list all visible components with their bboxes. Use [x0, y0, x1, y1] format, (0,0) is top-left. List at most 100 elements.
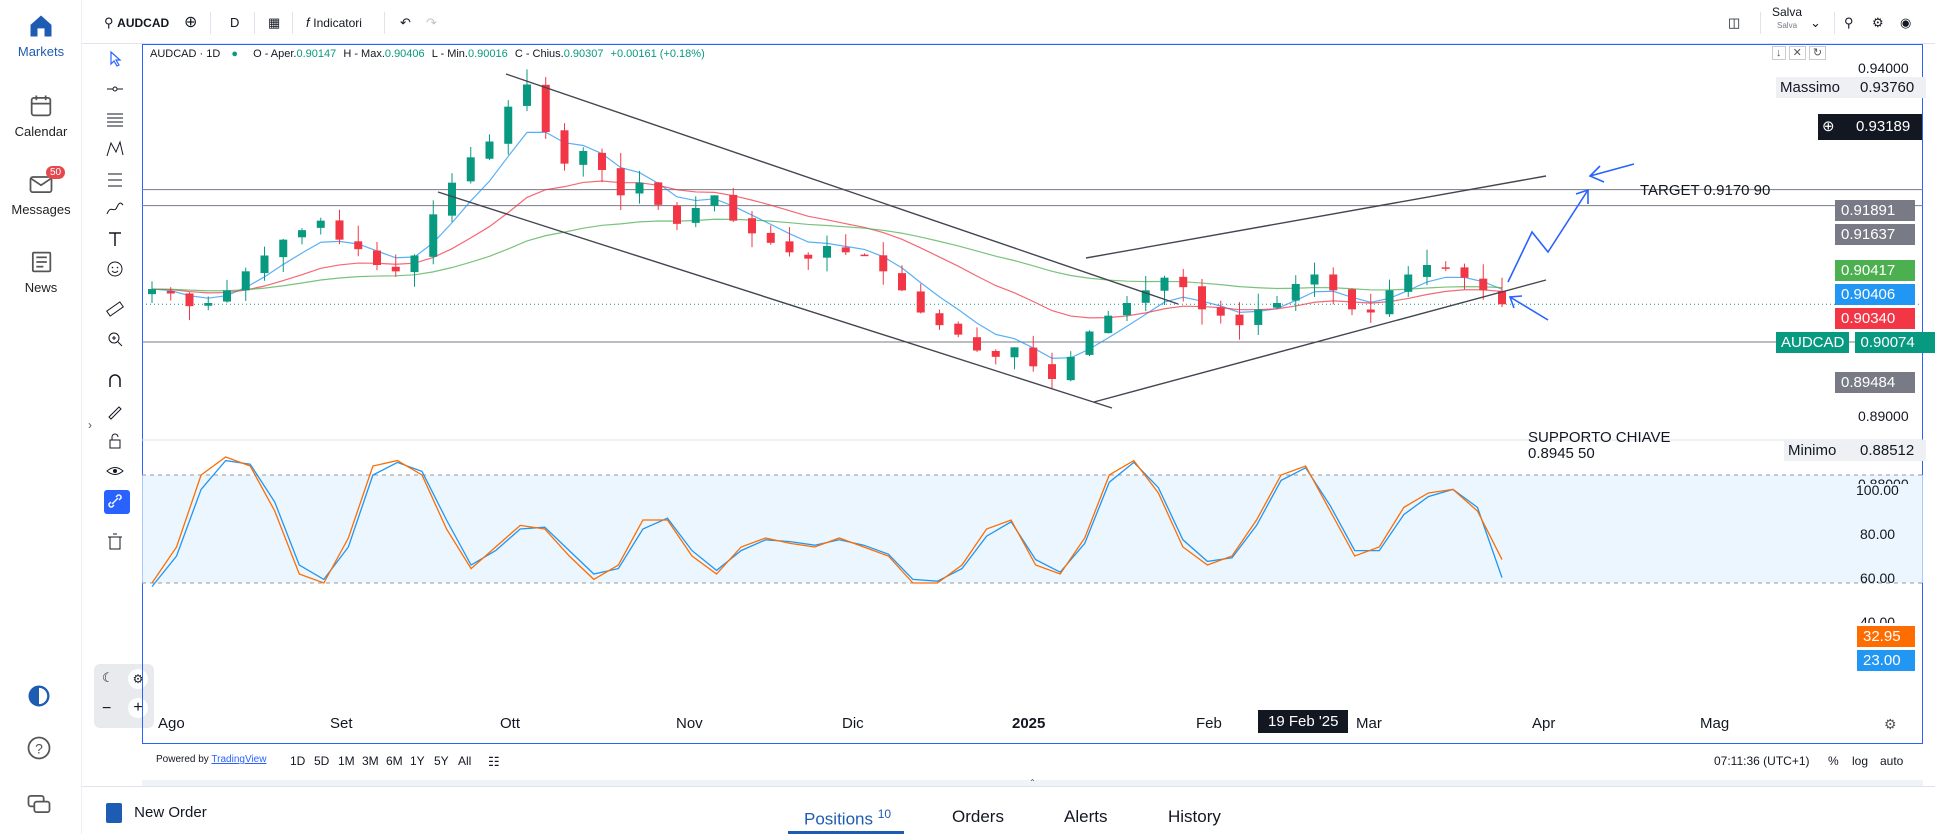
range-1y[interactable]: 1Y	[410, 754, 425, 768]
candle-body	[1216, 307, 1225, 316]
powered-by-label: Powered by	[156, 754, 209, 765]
magnet-icon[interactable]	[104, 370, 130, 394]
candles-icon[interactable]: ▦	[268, 15, 281, 30]
target-arrow	[1589, 163, 1635, 177]
nav-markets[interactable]: Markets	[0, 12, 82, 59]
camera-icon[interactable]: ◉	[1900, 15, 1912, 30]
help-icon[interactable]: ?	[25, 734, 53, 762]
candle-body	[860, 254, 869, 257]
interval-button[interactable]: D	[230, 15, 240, 30]
lock-icon[interactable]	[104, 430, 130, 454]
symbol-search[interactable]: ⚲ AUDCAD	[104, 12, 169, 34]
trash-icon[interactable]	[104, 530, 130, 554]
zoom-in-icon[interactable]	[104, 328, 130, 352]
chat-icon[interactable]	[25, 790, 53, 818]
candle-body	[916, 291, 925, 313]
range-5d[interactable]: 5D	[314, 754, 330, 768]
news-icon	[31, 251, 52, 273]
emoji-icon[interactable]	[104, 258, 130, 282]
moon-icon[interactable]: ☾	[102, 670, 114, 685]
range-6m[interactable]: 6M	[386, 754, 403, 768]
theme-icon[interactable]	[25, 682, 53, 710]
tab-history[interactable]: History	[1168, 807, 1221, 826]
percent-toggle[interactable]: %	[1828, 754, 1839, 768]
nav-calendar[interactable]: Calendar	[0, 92, 82, 139]
collapse-tools-icon[interactable]: ›	[88, 418, 92, 432]
maximize-icon[interactable]: ✕	[1788, 46, 1806, 60]
zoom-in-button[interactable]: +	[128, 698, 148, 718]
candle-body	[448, 182, 456, 216]
range-1d[interactable]: 1D	[290, 754, 306, 768]
ma-green-tag: 0.90417	[1835, 260, 1915, 281]
candle-body	[223, 290, 231, 302]
range-5y[interactable]: 5Y	[434, 754, 449, 768]
sun-icon[interactable]: ⚙	[128, 669, 148, 689]
save-dropdown-icon[interactable]: ⌄	[1810, 15, 1821, 30]
candle-body	[1066, 356, 1075, 381]
save-sublabel: Salva	[1777, 21, 1798, 30]
candle-body	[391, 266, 400, 272]
level-tag-1: 0.91891	[1835, 200, 1915, 221]
goto-date-icon[interactable]: ☷	[488, 754, 500, 769]
link-icon[interactable]	[104, 490, 130, 514]
chart-frame[interactable]	[142, 44, 1923, 744]
chart-canvas[interactable]	[142, 44, 1923, 744]
candle-body	[973, 337, 981, 351]
tab-alerts[interactable]: Alerts	[1064, 807, 1108, 826]
minimo-row: Minimo 0.88512	[1784, 440, 1926, 461]
legend-low: 0.90016	[467, 48, 508, 60]
save-button[interactable]: Salva Salva	[1772, 6, 1802, 31]
panel-collapse-handle[interactable]: ⌃	[142, 779, 1923, 787]
refresh-icon[interactable]: ↻	[1808, 46, 1827, 60]
cursor-icon[interactable]	[104, 48, 130, 72]
trendline-icon[interactable]	[104, 78, 130, 102]
indicators-button[interactable]: f Indicatori	[306, 12, 362, 34]
legend-open: 0.90147	[296, 48, 337, 60]
auto-toggle[interactable]: auto	[1880, 754, 1904, 768]
clock[interactable]: 07:11:36 (UTC+1)	[1714, 754, 1810, 768]
nav-messages[interactable]: 50 Messages	[0, 166, 82, 217]
candle-body	[298, 230, 306, 238]
undo-icon[interactable]: ↶	[400, 15, 411, 30]
projection-icon[interactable]	[104, 168, 130, 192]
candle-body	[635, 182, 644, 194]
pattern-icon[interactable]	[104, 138, 130, 162]
download-icon[interactable]: ↓	[1772, 46, 1786, 60]
plus-circle-add-alert-icon[interactable]: ⊕	[1822, 118, 1835, 135]
fx-icon: f	[306, 15, 310, 30]
candle-body	[166, 291, 175, 294]
add-symbol-button[interactable]: ⊕	[184, 12, 197, 34]
powered-by: Powered by TradingView	[156, 754, 266, 765]
nav-news-label: News	[24, 280, 58, 295]
zoom-out-button[interactable]: −	[102, 700, 112, 717]
candle-body	[673, 205, 681, 224]
text-icon[interactable]	[104, 228, 130, 252]
brush-icon[interactable]	[104, 198, 130, 222]
range-all[interactable]: All	[458, 754, 472, 768]
nav-markets-label: Markets	[17, 44, 65, 59]
osc-tick-100: 100.00	[1856, 482, 1899, 498]
log-toggle[interactable]: log	[1852, 754, 1869, 768]
candle-body	[1385, 290, 1394, 315]
fib-icon[interactable]	[104, 108, 130, 132]
massimo-row: Massimo 0.93760	[1776, 77, 1926, 98]
massimo-value: 0.93760	[1860, 79, 1915, 96]
tab-positions[interactable]: Positions 10	[804, 807, 891, 830]
new-order-button[interactable]: New Order	[106, 803, 207, 823]
range-1m[interactable]: 1M	[338, 754, 355, 768]
eye-icon[interactable]	[104, 460, 130, 484]
ruler-icon[interactable]	[104, 298, 130, 322]
candle-body	[785, 241, 794, 253]
axis-settings-gear-icon[interactable]: ⚙	[1884, 716, 1897, 732]
range-3m[interactable]: 3M	[362, 754, 379, 768]
messages-badge: 50	[46, 166, 66, 179]
nav-news[interactable]: News	[0, 248, 82, 295]
tradingview-link[interactable]: TradingView	[211, 754, 267, 765]
layout-icon[interactable]: ◫	[1728, 15, 1741, 30]
settings-gear-icon[interactable]: ⚙	[1872, 15, 1884, 30]
tab-orders[interactable]: Orders	[952, 807, 1004, 826]
candle-body	[1329, 274, 1338, 291]
lock-drawing-icon[interactable]	[104, 400, 130, 424]
redo-icon[interactable]: ↷	[426, 15, 437, 30]
quick-search-icon[interactable]: ⚲	[1844, 15, 1854, 30]
